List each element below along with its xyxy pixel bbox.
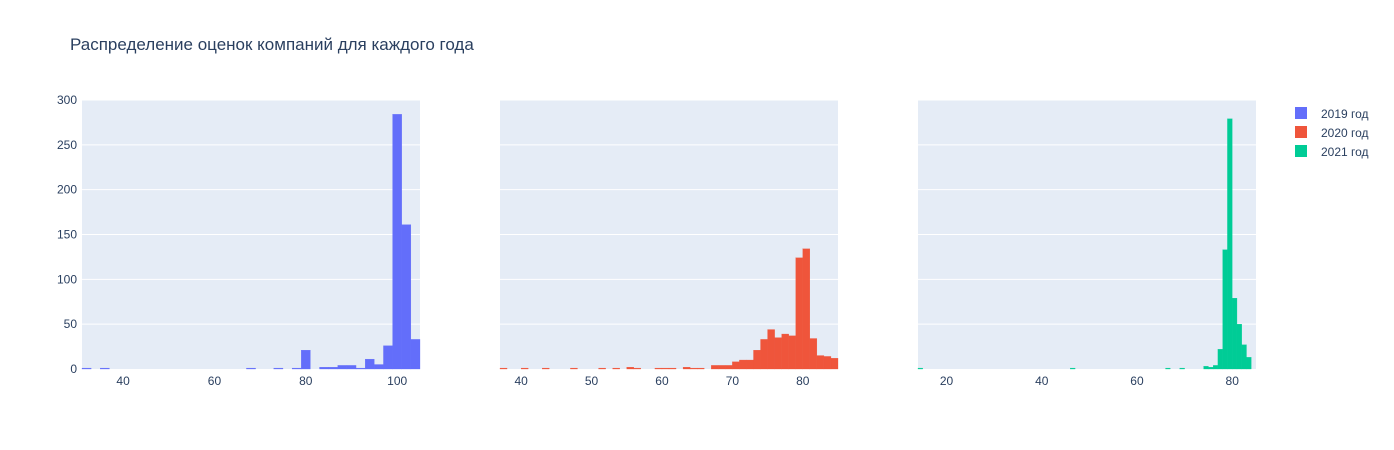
x-tick-label: 60 — [1130, 374, 1144, 388]
histogram-bar — [1203, 366, 1209, 370]
histogram-bar — [732, 361, 740, 370]
y-tick-label: 300 — [57, 93, 77, 107]
histogram-bar — [711, 365, 719, 370]
histogram-bar — [1179, 367, 1185, 370]
legend-item[interactable]: 2021 год — [1295, 145, 1369, 159]
histogram-bar — [626, 367, 634, 370]
histogram-bar — [795, 257, 803, 370]
histogram-bar — [328, 367, 338, 370]
y-tick-label: 50 — [64, 317, 78, 331]
histogram-bar — [788, 335, 796, 370]
x-tick-label: 50 — [585, 374, 599, 388]
legend: 2019 год 2020 год 2021 год — [1295, 107, 1369, 159]
histogram-bar — [1208, 367, 1214, 370]
chart-title: Распределение оценок компаний для каждог… — [70, 35, 474, 54]
legend-swatch — [1295, 145, 1307, 157]
x-tick-label: 60 — [208, 374, 222, 388]
histogram-bar — [1165, 367, 1171, 370]
histogram-bar — [612, 367, 620, 370]
histogram-bar — [654, 367, 663, 370]
legend-swatch — [1295, 107, 1307, 119]
x-tick-label: 70 — [726, 374, 740, 388]
histogram-bar — [570, 367, 578, 370]
legend-item[interactable]: 2020 год — [1295, 126, 1369, 140]
histogram-bar — [1217, 349, 1223, 370]
legend-label: 2021 год — [1321, 145, 1369, 159]
histogram-bar — [301, 350, 311, 370]
histogram-bar — [725, 365, 733, 370]
subplots: 40 60 80 100 0 50 100 150 200 250 300 40 50 60 70 80 20 4… — [57, 93, 1256, 388]
histogram-bar — [392, 114, 402, 370]
histogram-bar — [410, 339, 421, 370]
histogram-bar — [365, 358, 375, 370]
histogram-bar — [520, 367, 529, 370]
y-tick-label: 0 — [70, 362, 77, 376]
histogram-bar — [499, 367, 508, 370]
histogram-bar — [246, 367, 256, 370]
y-tick-label: 250 — [57, 138, 77, 152]
histogram-bar — [291, 367, 302, 370]
histogram-bar — [1241, 344, 1247, 370]
legend-label: 2019 год — [1321, 107, 1369, 121]
histogram-bar — [774, 337, 782, 370]
histogram-bar — [355, 367, 366, 370]
histogram-bar — [81, 367, 92, 370]
histogram-bar — [718, 365, 726, 370]
histogram-bar — [383, 345, 393, 370]
histogram-bar — [746, 359, 754, 370]
histogram-bar — [1222, 249, 1228, 370]
legend-label: 2020 год — [1321, 126, 1369, 140]
histogram-bar — [760, 339, 768, 370]
histogram-bar — [1236, 324, 1242, 370]
histogram-bar — [337, 365, 348, 370]
x-tick-label: 60 — [655, 374, 669, 388]
histogram-bar — [661, 367, 670, 370]
histogram-bar — [1232, 298, 1238, 370]
histogram-bar — [542, 367, 550, 370]
x-tick-label: 40 — [116, 374, 130, 388]
histogram-bar — [273, 367, 284, 370]
x-tick-label: 40 — [514, 374, 528, 388]
legend-swatch — [1295, 126, 1307, 138]
histogram-bar — [319, 367, 329, 370]
x-tick-label: 20 — [940, 374, 954, 388]
histogram-bar — [802, 248, 810, 370]
histogram-bar — [781, 333, 789, 370]
histogram-bar — [816, 355, 825, 370]
histogram-bar — [753, 350, 761, 370]
histogram-bar — [668, 367, 677, 370]
x-tick-label: 80 — [796, 374, 810, 388]
histogram-bar — [830, 358, 839, 370]
x-tick-label: 80 — [299, 374, 313, 388]
y-tick-label: 100 — [57, 272, 77, 286]
x-tick-label: 80 — [1226, 374, 1240, 388]
histogram-bar — [739, 359, 747, 370]
subplot-2: 40 50 60 70 80 — [499, 99, 839, 388]
histogram-bar — [1213, 365, 1219, 370]
histogram-bar — [689, 367, 698, 370]
histogram-bar — [1246, 357, 1252, 370]
histogram-bar — [917, 367, 923, 370]
y-tick-label: 200 — [57, 183, 77, 197]
x-tick-label: 100 — [387, 374, 407, 388]
histogram-bar — [100, 367, 110, 370]
histogram-bar — [346, 365, 357, 370]
histogram-bar — [767, 329, 775, 370]
histogram-bar — [633, 367, 641, 370]
histogram-bar — [598, 367, 606, 370]
legend-item[interactable]: 2019 год — [1295, 107, 1369, 121]
subplot-3: 20 40 60 80 — [917, 99, 1256, 388]
x-tick-label: 40 — [1035, 374, 1049, 388]
histogram-bar — [1227, 118, 1233, 370]
histogram-bar — [697, 367, 705, 370]
histogram-bar — [401, 224, 412, 370]
y-tick-label: 150 — [57, 228, 77, 242]
histogram-bar — [682, 367, 691, 370]
histogram-bar — [374, 364, 384, 370]
histogram-bar — [823, 356, 832, 370]
histogram-bar — [1070, 367, 1076, 370]
subplot-1: 40 60 80 100 0 50 100 150 200 250 300 — [57, 93, 421, 388]
histogram-bar — [809, 338, 818, 370]
